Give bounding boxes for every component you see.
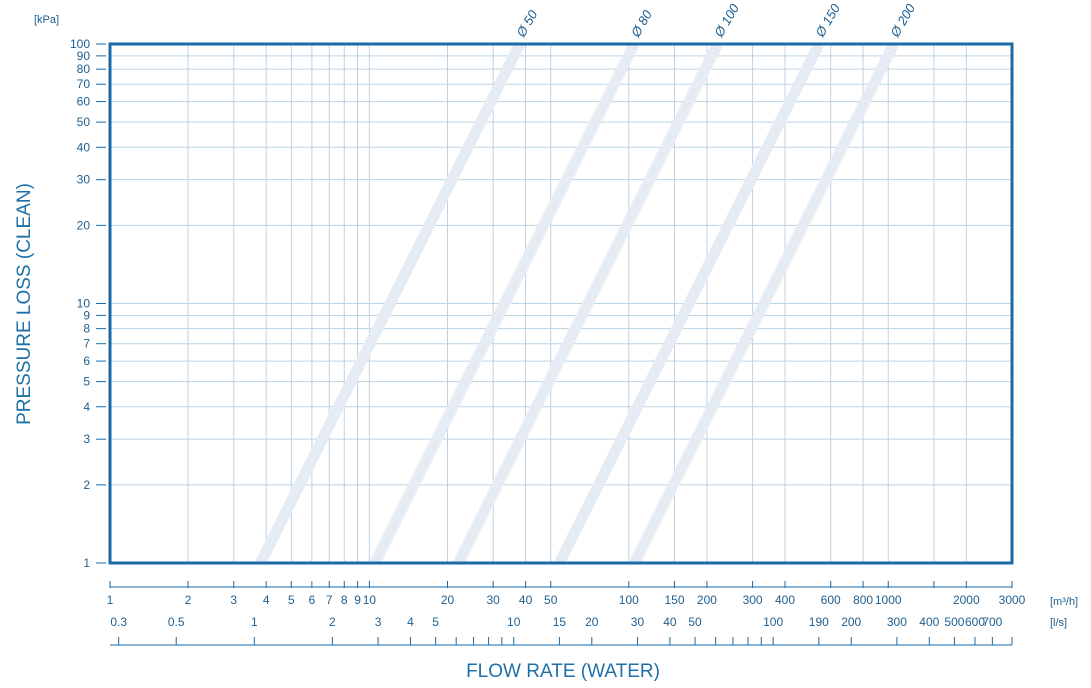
y-unit-label: [kPa] — [34, 14, 59, 26]
x-tick-label-primary: 2 — [185, 593, 192, 607]
y-tick-label: 2 — [83, 478, 90, 492]
y-tick-label: 7 — [83, 337, 90, 351]
x-tick-label-primary: 20 — [441, 593, 455, 607]
curves: Ø 50 Ø 80 Ø 100 Ø 150 Ø 200 — [255, 1, 919, 566]
plot-frame — [108, 42, 1014, 565]
curve-line — [453, 41, 723, 566]
curve-label: Ø 50 — [513, 7, 541, 40]
x-tick-label-secondary: 400 — [919, 615, 939, 629]
x-tick-label-secondary: 1 — [251, 615, 258, 629]
curve-label: Ø 150 — [812, 1, 844, 41]
x-tick-label-primary: 1 — [107, 593, 114, 607]
x-tick-label-secondary: 300 — [887, 615, 907, 629]
x-tick-label-primary: 1000 — [875, 593, 902, 607]
x-tick-label-secondary: 50 — [688, 615, 702, 629]
x-tick-label-primary: 7 — [326, 593, 333, 607]
x-tick-label-secondary: 2 — [329, 615, 336, 629]
curve-line — [629, 41, 899, 566]
x-tick-label-primary: 5 — [288, 593, 295, 607]
x-tick-label-secondary: 100 — [763, 615, 783, 629]
curve-label: Ø 80 — [627, 7, 655, 40]
x-tick-label-secondary: 500 — [944, 615, 964, 629]
x-unit-primary-label: [m³/h] — [1050, 596, 1078, 608]
x-tick-label-primary: 300 — [743, 593, 763, 607]
y-tick-label: 50 — [77, 115, 91, 129]
y-tick-label: 6 — [83, 354, 90, 368]
x-axis-secondary: 0.3 0.5 1 2 3 4 5 10 15 20 30 40 50 100 190 200 300 400 50… — [110, 615, 1013, 646]
x-tick-label-primary: 9 — [354, 593, 361, 607]
x-tick-label-secondary: 200 — [841, 615, 861, 629]
curve-label: Ø 100 — [711, 1, 743, 41]
x-tick-label-primary: 200 — [697, 593, 717, 607]
y-tick-label: 5 — [83, 375, 90, 389]
y-tick-label: 1 — [83, 556, 90, 570]
y-tick-label: 90 — [77, 49, 91, 63]
x-tick-label-secondary: 190 — [809, 615, 829, 629]
y-tick-label: 3 — [83, 432, 90, 446]
y-tick-label: 20 — [77, 218, 91, 232]
x-tick-label-secondary: 0.3 — [110, 615, 127, 629]
x-tick-label-primary: 3000 — [999, 593, 1026, 607]
grid-lines — [109, 43, 1013, 564]
x-tick-label-primary: 8 — [341, 593, 348, 607]
x-tick-label-primary: 100 — [619, 593, 639, 607]
y-tick-label: 100 — [70, 37, 90, 51]
curve-line — [369, 41, 640, 566]
x-tick-label-primary: 4 — [263, 593, 270, 607]
y-tick-label: 80 — [77, 62, 91, 76]
x-tick-label-primary: 600 — [821, 593, 841, 607]
x-unit-secondary-label: [l/s] — [1050, 617, 1067, 629]
curve-label: Ø 200 — [887, 1, 919, 41]
y-tick-label: 30 — [77, 173, 91, 187]
x-tick-label-secondary: 30 — [631, 615, 645, 629]
y-tick-label: 70 — [77, 77, 91, 91]
x-tick-label-primary: 2000 — [953, 593, 980, 607]
x-tick-label-secondary: 4 — [407, 615, 414, 629]
x-tick-label-secondary: 3 — [375, 615, 382, 629]
x-axis-primary: 1 2 3 4 5 6 7 8 9 10 20 30 40 50 100 150 200 300 400 600 800… — [107, 581, 1026, 607]
x-tick-label-secondary: 15 — [553, 615, 567, 629]
x-tick-label-primary: 400 — [775, 593, 795, 607]
curve-line — [554, 41, 824, 566]
x-tick-label-primary: 3 — [230, 593, 237, 607]
x-tick-label-primary: 40 — [519, 593, 533, 607]
x-tick-label-primary: 800 — [853, 593, 873, 607]
x-tick-label-primary: 10 — [363, 593, 377, 607]
x-tick-label-secondary: 20 — [585, 615, 599, 629]
y-tick-label: 60 — [77, 95, 91, 109]
x-tick-label-secondary: 5 — [432, 615, 439, 629]
y-tick-label: 8 — [83, 322, 90, 336]
x-tick-label-secondary: 10 — [507, 615, 521, 629]
x-tick-label-primary: 30 — [487, 593, 501, 607]
y-tick-label: 9 — [83, 308, 90, 322]
y-tick-label: 40 — [77, 140, 91, 154]
x-tick-label-secondary: 600 — [965, 615, 985, 629]
x-tick-label-secondary: 40 — [663, 615, 677, 629]
x-tick-label-secondary: 700 — [982, 615, 1002, 629]
x-tick-label-secondary: 0.5 — [168, 615, 185, 629]
y-axis-title: PRESSURE LOSS (CLEAN) — [14, 183, 35, 425]
y-tick-label: 4 — [83, 400, 90, 414]
curve-line — [255, 41, 525, 566]
x-tick-label-primary: 6 — [309, 593, 316, 607]
x-tick-label-primary: 150 — [664, 593, 684, 607]
x-tick-label-primary: 50 — [544, 593, 558, 607]
x-axis-title: FLOW RATE (WATER) — [466, 661, 660, 682]
y-tick-label: 10 — [77, 297, 91, 311]
